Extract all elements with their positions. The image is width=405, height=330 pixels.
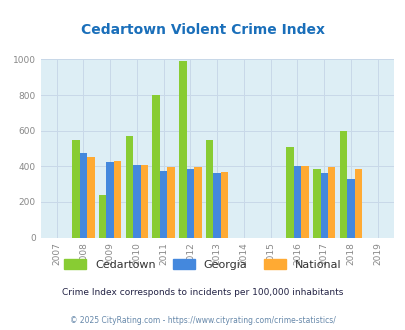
Bar xyxy=(320,174,327,238)
Bar xyxy=(126,136,133,238)
Text: Cedartown Violent Crime Index: Cedartown Violent Crime Index xyxy=(81,23,324,37)
Bar xyxy=(301,166,308,238)
Bar xyxy=(286,147,293,238)
Bar xyxy=(79,153,87,238)
Bar xyxy=(167,167,175,238)
Bar xyxy=(205,141,213,238)
Bar xyxy=(346,179,354,238)
Bar xyxy=(114,161,121,238)
Legend: Cedartown, Georgia, National: Cedartown, Georgia, National xyxy=(60,255,345,274)
Bar xyxy=(213,174,220,238)
Text: © 2025 CityRating.com - https://www.cityrating.com/crime-statistics/: © 2025 CityRating.com - https://www.city… xyxy=(70,315,335,325)
Bar xyxy=(179,61,186,238)
Bar xyxy=(293,166,301,238)
Bar xyxy=(87,156,94,238)
Bar xyxy=(133,165,140,238)
Bar xyxy=(220,172,228,238)
Bar xyxy=(72,140,79,238)
Bar xyxy=(99,195,106,238)
Bar xyxy=(152,95,160,238)
Bar xyxy=(339,131,346,238)
Bar xyxy=(106,162,114,238)
Text: Crime Index corresponds to incidents per 100,000 inhabitants: Crime Index corresponds to incidents per… xyxy=(62,287,343,297)
Bar xyxy=(186,169,194,238)
Bar xyxy=(312,169,320,238)
Bar xyxy=(327,167,335,238)
Bar xyxy=(140,165,148,238)
Bar xyxy=(194,167,201,238)
Bar xyxy=(160,171,167,238)
Bar xyxy=(354,169,361,238)
